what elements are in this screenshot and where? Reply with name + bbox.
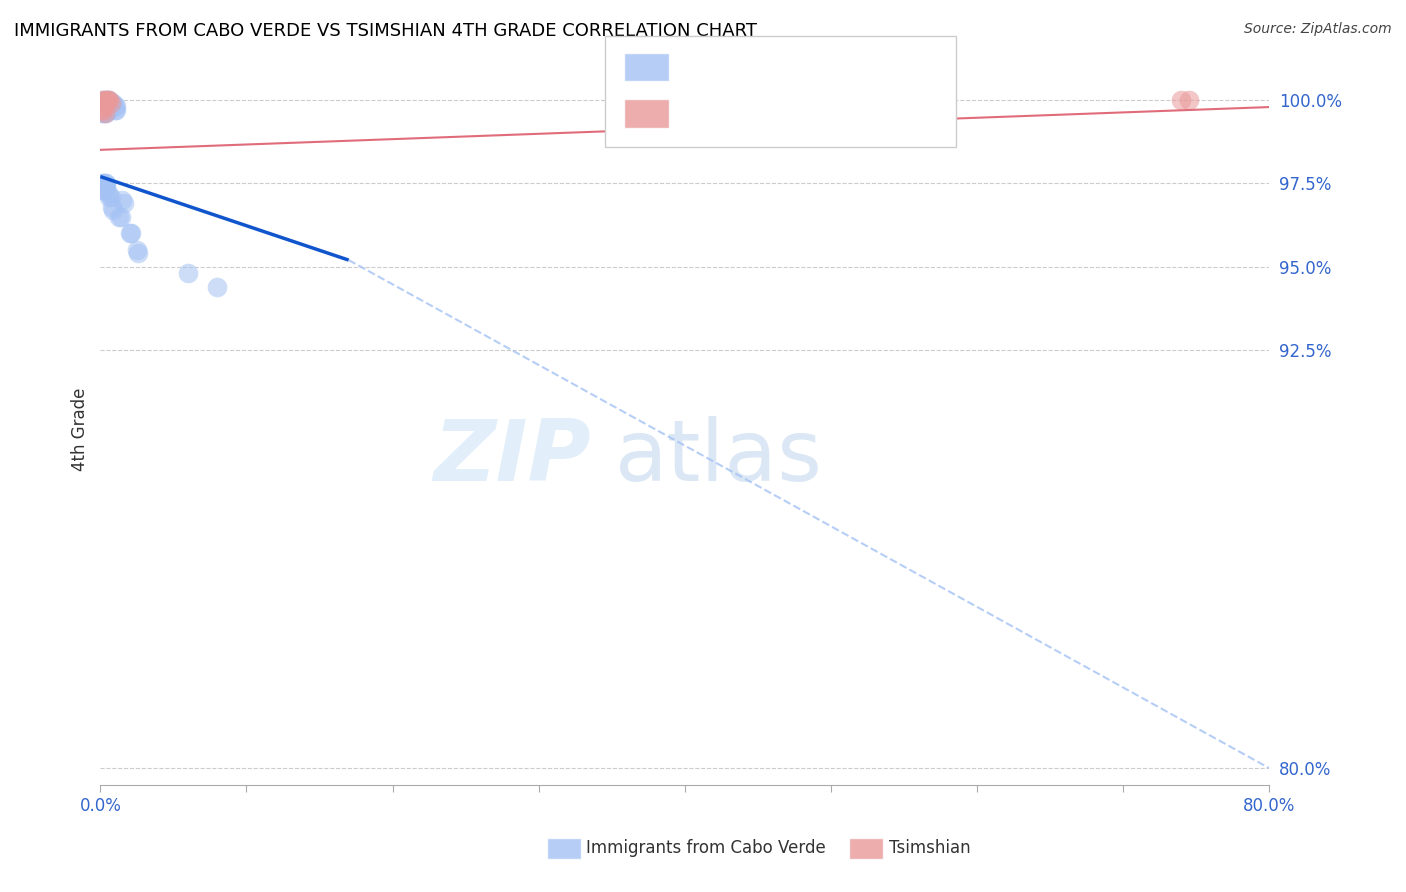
- Point: [93, 93, 115, 107]
- Point: [93, 103, 115, 117]
- Point: [105, 99, 128, 113]
- Point: [97, 93, 120, 107]
- Point: [93, 176, 115, 190]
- Point: [104, 99, 127, 113]
- Point: [91, 106, 114, 120]
- Point: [98, 93, 121, 107]
- Point: [98, 189, 121, 203]
- Point: [98, 93, 121, 107]
- Point: [90, 106, 112, 120]
- Point: [101, 200, 124, 214]
- Point: [177, 267, 200, 281]
- Point: [91, 103, 114, 117]
- Point: [90, 93, 112, 107]
- Text: 0.354: 0.354: [724, 103, 793, 123]
- Y-axis label: 4th Grade: 4th Grade: [72, 387, 89, 471]
- Point: [90, 103, 112, 117]
- Point: [100, 189, 122, 203]
- Text: atlas: atlas: [614, 416, 823, 499]
- Text: 15: 15: [851, 103, 877, 123]
- Point: [1177, 93, 1199, 107]
- Point: [93, 179, 115, 194]
- Point: [96, 106, 118, 120]
- Point: [91, 176, 114, 190]
- Point: [127, 246, 149, 260]
- Text: Source: ZipAtlas.com: Source: ZipAtlas.com: [1244, 22, 1392, 37]
- Point: [96, 93, 118, 107]
- Point: [96, 179, 118, 194]
- Point: [91, 183, 114, 197]
- Point: [103, 96, 125, 111]
- Point: [90, 103, 112, 117]
- Point: [1170, 93, 1192, 107]
- Point: [93, 183, 115, 197]
- Point: [91, 99, 114, 113]
- Text: R =: R =: [682, 58, 721, 76]
- Point: [91, 96, 114, 111]
- Text: IMMIGRANTS FROM CABO VERDE VS TSIMSHIAN 4TH GRADE CORRELATION CHART: IMMIGRANTS FROM CABO VERDE VS TSIMSHIAN …: [14, 22, 756, 40]
- Point: [90, 96, 112, 111]
- Point: [96, 99, 118, 113]
- Point: [97, 93, 120, 107]
- Point: [93, 96, 115, 111]
- Text: Immigrants from Cabo Verde: Immigrants from Cabo Verde: [586, 839, 827, 857]
- Point: [112, 196, 135, 211]
- Point: [108, 210, 131, 224]
- Point: [111, 193, 134, 207]
- Point: [101, 96, 124, 111]
- Point: [100, 96, 122, 111]
- Point: [90, 93, 112, 107]
- Point: [205, 280, 228, 294]
- Point: [103, 202, 125, 217]
- Point: [97, 186, 120, 201]
- Point: [93, 96, 115, 111]
- Point: [97, 103, 120, 117]
- Point: [91, 179, 114, 194]
- Point: [96, 176, 118, 190]
- Point: [91, 99, 114, 113]
- Point: [91, 103, 114, 117]
- Text: 52: 52: [851, 57, 877, 77]
- Point: [100, 96, 122, 111]
- Point: [90, 99, 112, 113]
- Point: [93, 99, 115, 113]
- Point: [118, 227, 141, 241]
- Point: [96, 93, 118, 107]
- Point: [125, 243, 148, 257]
- Point: [96, 96, 118, 111]
- Text: ZIP: ZIP: [433, 416, 591, 499]
- Point: [104, 103, 127, 117]
- Point: [97, 96, 120, 111]
- Text: N =: N =: [806, 104, 858, 122]
- Text: N =: N =: [806, 58, 858, 76]
- Point: [98, 103, 121, 117]
- Point: [120, 227, 142, 241]
- Point: [110, 210, 132, 224]
- Point: [96, 103, 118, 117]
- Point: [105, 103, 128, 117]
- Text: Tsimshian: Tsimshian: [889, 839, 970, 857]
- Text: -0.269: -0.269: [724, 57, 793, 77]
- Point: [90, 99, 112, 113]
- Text: R =: R =: [682, 104, 721, 122]
- Point: [90, 176, 112, 190]
- Point: [93, 106, 115, 120]
- Point: [93, 106, 115, 120]
- Point: [93, 93, 115, 107]
